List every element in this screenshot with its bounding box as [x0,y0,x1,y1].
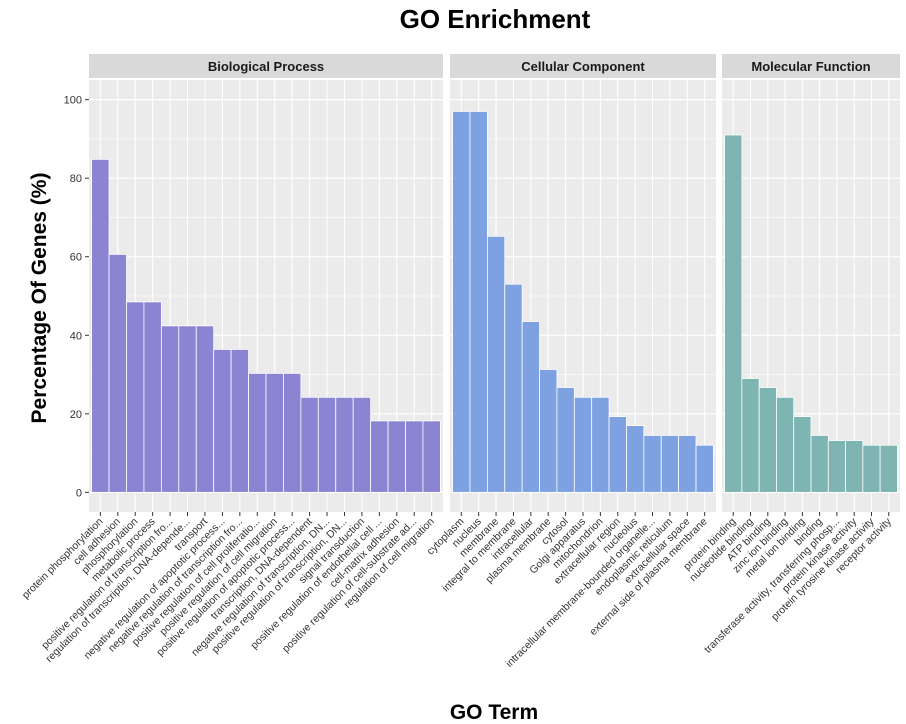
bar [879,444,898,493]
bar [758,387,777,493]
bar [126,301,145,493]
y-axis: 0 20 40 60 80 100 [64,95,89,499]
bar [862,444,881,493]
bar [370,420,389,493]
bar [178,325,197,493]
bar [678,435,697,493]
bar [248,372,267,493]
bar [521,321,540,493]
facet-strip [89,54,443,78]
bar [556,387,575,493]
facet-strip-label: Biological Process [208,59,324,74]
bar [608,416,627,493]
facet-strip [450,54,716,78]
bar [230,349,249,493]
bar [387,420,406,493]
bar [695,444,714,493]
bar [452,111,471,493]
bar [195,325,215,493]
bar [539,369,558,493]
bar [827,440,846,493]
y-tick-label: 100 [64,95,82,107]
bar [300,396,319,493]
bar [845,440,864,493]
bar [793,416,812,493]
bar [573,396,593,493]
facet-strip-label: Molecular Function [751,59,870,74]
y-tick-label: 0 [76,487,82,499]
bar [405,420,424,493]
y-tick-label: 40 [70,330,82,342]
y-tick-label: 20 [70,409,82,421]
bar [591,396,610,493]
chart-title: GO Enrichment [400,4,591,34]
y-axis-title: Percentage Of Genes (%) [28,173,51,424]
bar [352,396,372,493]
bar [504,283,523,493]
bar [160,325,180,493]
bar [283,372,302,493]
bar [741,378,760,493]
bar [213,349,232,493]
bar [724,134,743,493]
bar [776,396,795,493]
bar [626,425,645,493]
bar [660,435,680,493]
bar [469,111,488,493]
bar [317,396,337,493]
bar [108,253,127,493]
facet-panel: Cellular Componentcytoplasmnucleusmembra… [425,54,716,670]
facet-strip-label: Cellular Component [521,59,645,74]
bar [91,158,110,493]
y-tick-label: 80 [70,173,82,185]
facet-strip [722,54,900,78]
bar [643,435,662,493]
bar [143,301,162,493]
bar [422,420,441,493]
bar [265,372,284,493]
bar [335,396,354,493]
y-tick-label: 60 [70,252,82,264]
bar [486,235,506,493]
x-axis-title: GO Term [450,701,538,724]
bar [810,435,829,493]
